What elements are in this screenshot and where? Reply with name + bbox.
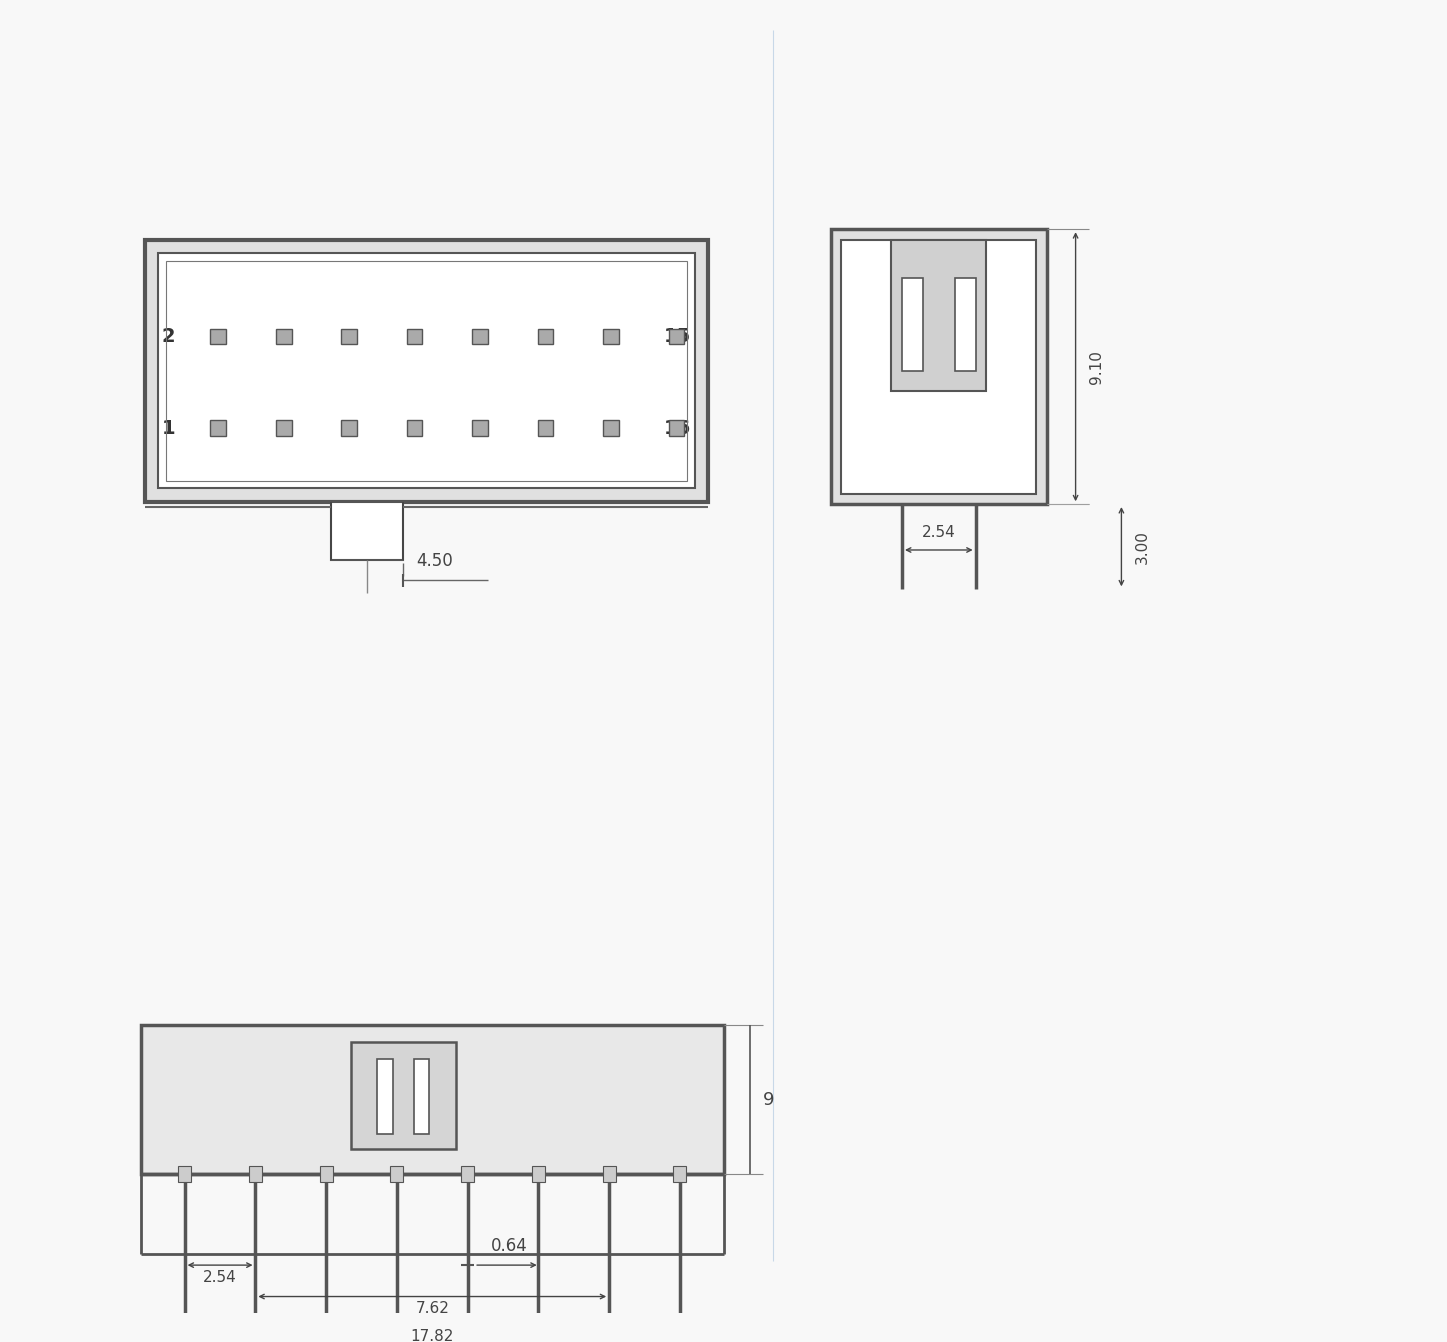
Bar (472, 420, 488, 436)
Bar (210, 420, 226, 436)
Bar (831, 229, 1046, 505)
Bar (407, 329, 423, 345)
Text: 0.64: 0.64 (491, 1236, 528, 1255)
Bar (166, 260, 687, 480)
Bar (145, 240, 708, 502)
Text: 15: 15 (664, 327, 690, 346)
Bar (603, 329, 619, 345)
Bar (350, 1041, 456, 1149)
Bar (178, 1166, 191, 1182)
Bar (602, 1166, 615, 1182)
Bar (538, 420, 553, 436)
Bar (669, 329, 684, 345)
Bar (669, 420, 684, 436)
Bar (341, 329, 357, 345)
Bar (841, 240, 1036, 494)
Text: 16: 16 (664, 419, 690, 437)
Text: 9: 9 (763, 1091, 774, 1108)
Bar (210, 329, 226, 345)
Bar (407, 420, 423, 436)
Bar (901, 278, 923, 372)
Bar (331, 502, 404, 561)
Bar (249, 1166, 262, 1182)
Bar (673, 1166, 686, 1182)
Bar (276, 329, 291, 345)
Text: 17.82: 17.82 (411, 1330, 454, 1342)
Bar (378, 1059, 392, 1134)
Bar (276, 420, 291, 436)
Text: 2.54: 2.54 (203, 1270, 237, 1284)
Text: 2: 2 (162, 327, 175, 346)
Bar (603, 420, 619, 436)
Bar (140, 1025, 724, 1174)
Text: 1: 1 (162, 419, 175, 437)
Text: 2.54: 2.54 (922, 525, 955, 539)
Bar (391, 1166, 404, 1182)
Text: 9.10: 9.10 (1088, 350, 1104, 384)
Bar (472, 329, 488, 345)
Bar (955, 278, 975, 372)
Bar (341, 420, 357, 436)
Bar (320, 1166, 333, 1182)
Bar (891, 240, 987, 391)
Text: 7.62: 7.62 (415, 1302, 449, 1317)
Bar (532, 1166, 546, 1182)
Text: 3.00: 3.00 (1134, 530, 1149, 564)
Bar (158, 252, 695, 488)
Bar (414, 1059, 430, 1134)
Bar (538, 329, 553, 345)
Bar (462, 1166, 475, 1182)
Text: 4.50: 4.50 (417, 552, 453, 569)
